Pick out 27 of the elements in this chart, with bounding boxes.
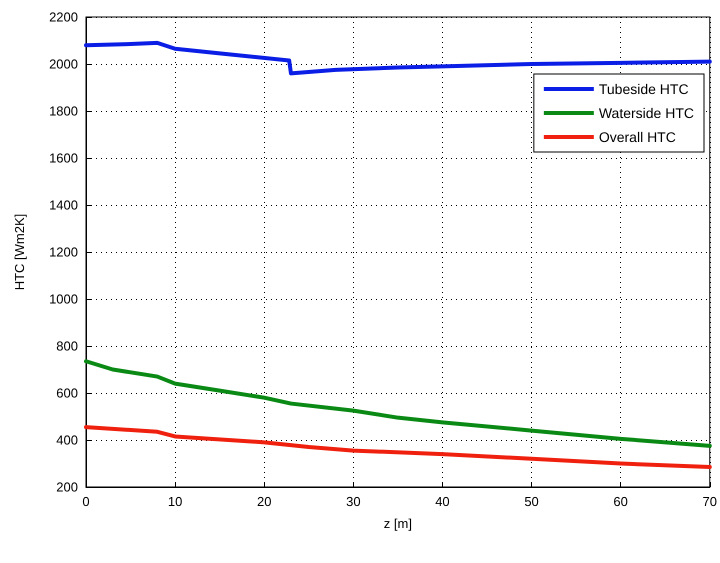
- y-tick-label: 2200: [49, 10, 78, 24]
- legend-label: Tubeside HTC: [598, 81, 689, 97]
- x-tick-label: 0: [82, 494, 90, 509]
- x-tick-label: 20: [256, 494, 272, 509]
- y-tick-label: 600: [56, 386, 78, 400]
- y-tick-label: 400: [56, 432, 78, 448]
- y-tick-label: 1600: [49, 150, 78, 166]
- x-tick-label: 60: [613, 494, 628, 509]
- y-tick-label: 1200: [49, 244, 78, 260]
- x-tick-label: 40: [435, 494, 450, 509]
- legend-label: Overall HTC: [598, 129, 676, 145]
- x-tick-label: 30: [346, 494, 361, 509]
- y-tick-label: 200: [56, 480, 78, 494]
- x-tick-label: 70: [702, 494, 718, 509]
- x-tick-label: 10: [168, 494, 182, 509]
- line-series: [84, 40, 712, 76]
- line-series: [84, 425, 712, 470]
- y-tick-label: 1400: [49, 198, 78, 212]
- y-tick-label: 1000: [49, 292, 78, 306]
- legend-label: Waterside HTC: [598, 105, 694, 121]
- y-tick-label: 1800: [49, 104, 78, 118]
- line-series: [84, 359, 712, 448]
- y-tick-label: 800: [56, 338, 78, 354]
- x-tick-label: 50: [524, 494, 539, 509]
- y-axis-title: HTC [Wm2K]: [12, 214, 27, 290]
- y-tick-label: 2000: [49, 56, 78, 72]
- x-axis-title: z [m]: [384, 516, 412, 531]
